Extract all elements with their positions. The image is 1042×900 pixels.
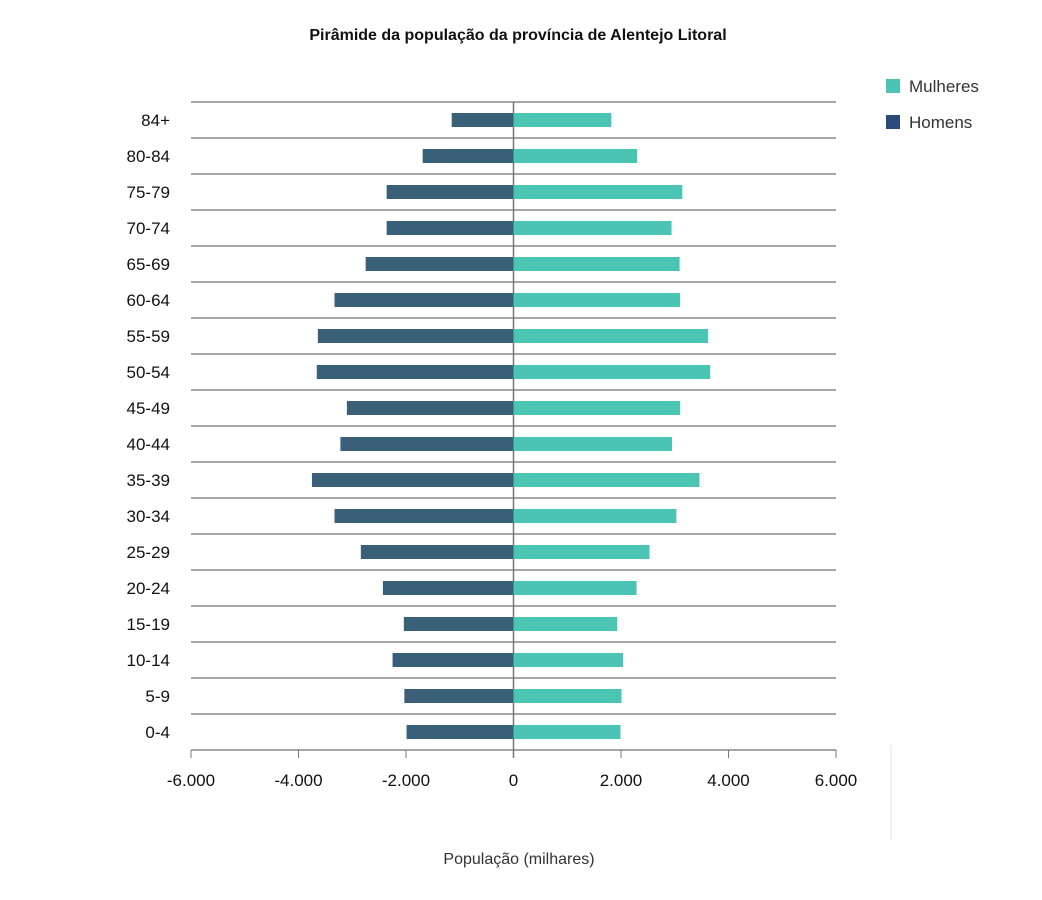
bar-mulheres xyxy=(513,653,624,667)
bar-homens xyxy=(365,257,514,271)
y-tick-label: 5-9 xyxy=(145,687,170,706)
y-tick-label: 40-44 xyxy=(127,435,170,454)
bar-mulheres xyxy=(513,329,709,343)
bar-homens xyxy=(404,689,514,703)
bar-homens xyxy=(316,365,514,379)
chart-title: Pirâmide da população da província de Al… xyxy=(309,27,726,44)
bar-homens xyxy=(340,437,514,451)
y-tick-label: 45-49 xyxy=(127,399,170,418)
x-tick-label: -6.000 xyxy=(167,771,215,790)
y-tick-label: 50-54 xyxy=(127,363,170,382)
y-tick-label: 0-4 xyxy=(145,723,170,742)
bar-mulheres xyxy=(513,581,637,595)
y-tick-label: 10-14 xyxy=(127,651,170,670)
x-tick-label: -2.000 xyxy=(382,771,430,790)
bar-mulheres xyxy=(513,113,612,127)
bar-homens xyxy=(406,725,514,739)
x-axis-label: População (milhares) xyxy=(443,851,594,868)
y-tick-label: 80-84 xyxy=(127,147,170,166)
bar-mulheres xyxy=(513,149,638,163)
bar-homens xyxy=(382,581,514,595)
bar-mulheres xyxy=(513,257,680,271)
bar-homens xyxy=(311,473,514,487)
bar-homens xyxy=(403,617,514,631)
legend-label: Homens xyxy=(909,113,972,132)
legend-swatch xyxy=(886,79,900,93)
bar-homens xyxy=(346,401,514,415)
legend-swatch xyxy=(886,115,900,129)
bar-mulheres xyxy=(513,401,681,415)
bar-homens xyxy=(334,293,514,307)
x-tick-label: 2.000 xyxy=(600,771,643,790)
y-tick-label: 84+ xyxy=(141,111,170,130)
bar-homens xyxy=(451,113,514,127)
bar-mulheres xyxy=(513,617,618,631)
x-tick-label: 4.000 xyxy=(707,771,750,790)
bar-mulheres xyxy=(513,365,711,379)
bar-mulheres xyxy=(513,509,677,523)
bar-mulheres xyxy=(513,293,681,307)
bar-homens xyxy=(360,545,514,559)
bar-homens xyxy=(422,149,514,163)
legend-label: Mulheres xyxy=(909,77,979,96)
y-tick-label: 15-19 xyxy=(127,615,170,634)
x-tick-label: 6.000 xyxy=(815,771,858,790)
y-tick-label: 20-24 xyxy=(127,579,170,598)
y-tick-label: 35-39 xyxy=(127,471,170,490)
bar-homens xyxy=(317,329,514,343)
bar-homens xyxy=(334,509,514,523)
bar-mulheres xyxy=(513,221,672,235)
bar-mulheres xyxy=(513,545,650,559)
bar-mulheres xyxy=(513,473,700,487)
bar-homens xyxy=(392,653,514,667)
bar-mulheres xyxy=(513,689,622,703)
bar-mulheres xyxy=(513,725,621,739)
bar-mulheres xyxy=(513,185,683,199)
y-tick-label: 70-74 xyxy=(127,219,170,238)
y-tick-label: 60-64 xyxy=(127,291,170,310)
x-tick-label: -4.000 xyxy=(274,771,322,790)
bar-mulheres xyxy=(513,437,673,451)
y-tick-label: 65-69 xyxy=(127,255,170,274)
x-tick-label: 0 xyxy=(509,771,518,790)
y-tick-label: 75-79 xyxy=(127,183,170,202)
y-tick-label: 30-34 xyxy=(127,507,170,526)
y-tick-label: 25-29 xyxy=(127,543,170,562)
bar-homens xyxy=(386,221,514,235)
y-tick-label: 55-59 xyxy=(127,327,170,346)
bar-homens xyxy=(386,185,514,199)
